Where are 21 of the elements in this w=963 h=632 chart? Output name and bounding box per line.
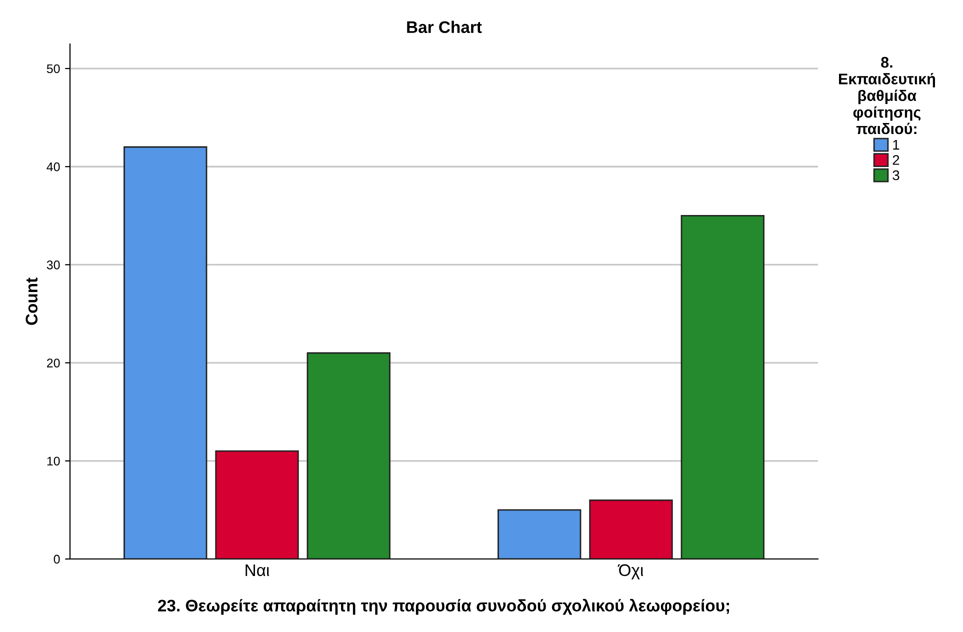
legend-label: 1 bbox=[893, 140, 900, 150]
y-tick-label: 40 bbox=[46, 162, 60, 172]
legend-label: 3 bbox=[892, 170, 900, 180]
bar bbox=[498, 509, 582, 559]
bar bbox=[124, 146, 208, 559]
bar bbox=[215, 450, 299, 559]
bar bbox=[306, 352, 390, 559]
y-tick-label: 20 bbox=[47, 358, 60, 368]
y-tick-label: 30 bbox=[46, 260, 60, 270]
legend-label: 2 bbox=[892, 155, 900, 165]
chart-title: Bar Chart bbox=[407, 20, 482, 34]
y-tick-label: 50 bbox=[46, 64, 60, 74]
y-axis-title: Count bbox=[26, 278, 38, 325]
x-axis-title: 23. Θεωρείτε απαραίτητη την παρουσία συνοδού σχολικού λεωφορείου; bbox=[158, 598, 729, 615]
bar bbox=[680, 214, 764, 559]
bar bbox=[589, 499, 673, 559]
y-tick-label: 0 bbox=[54, 554, 60, 564]
x-tick-label: Ναι bbox=[246, 564, 270, 576]
legend-title: 8. Εκπαιδευτική βαθμίδα φοίτησης παιδιού: bbox=[839, 56, 935, 134]
x-tick-label: Όχι bbox=[618, 564, 644, 580]
y-tick-label: 10 bbox=[47, 456, 60, 466]
